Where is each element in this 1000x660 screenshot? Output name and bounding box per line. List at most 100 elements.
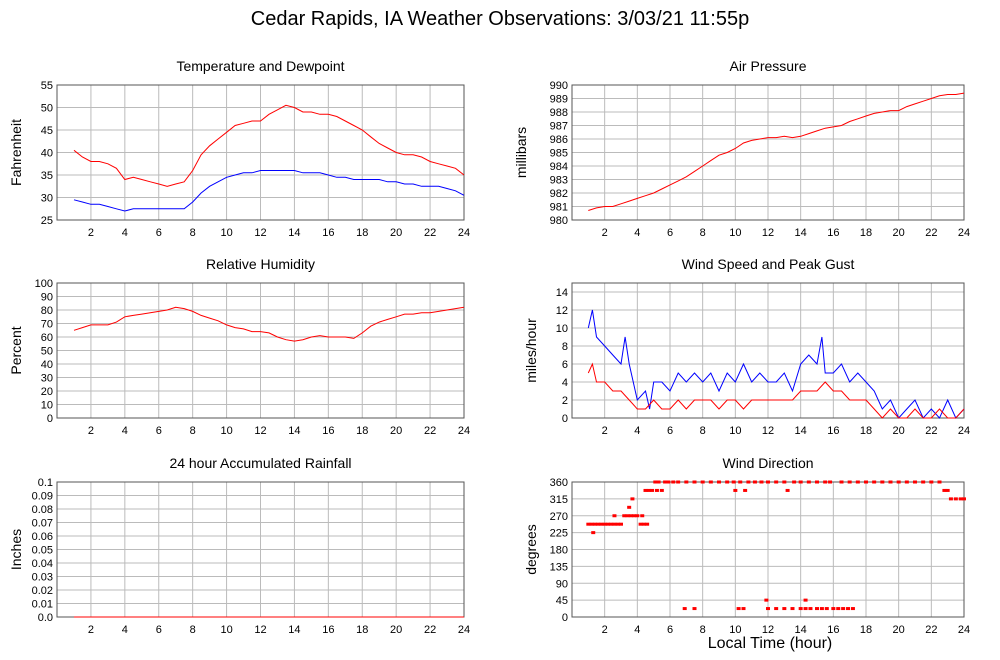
direction-point xyxy=(913,480,917,484)
temperature-x-tick-label: 2 xyxy=(88,227,94,239)
direction-point xyxy=(628,514,633,518)
pressure-y-tick-label: 989 xyxy=(550,94,568,106)
wind-x-tick-label: 24 xyxy=(958,425,970,437)
direction-point xyxy=(708,480,713,484)
direction-x-tick-label: 4 xyxy=(634,624,640,636)
direction-point xyxy=(736,607,741,611)
pressure-y-tick-label: 983 xyxy=(550,175,568,187)
wind-x-tick-label: 16 xyxy=(827,425,839,437)
direction-point xyxy=(929,480,934,484)
rainfall-x-tick-label: 8 xyxy=(190,624,196,636)
rainfall-x-tick-label: 6 xyxy=(156,624,162,636)
pressure-x-tick-label: 4 xyxy=(634,227,640,239)
direction-x-tick-label: 8 xyxy=(700,624,706,636)
humidity-y-tick-label: 40 xyxy=(41,359,53,371)
x-axis-title: Local Time (hour) xyxy=(707,635,833,652)
temperature-x-tick-label: 14 xyxy=(288,227,300,239)
pressure-y-tick-label: 986 xyxy=(550,134,568,146)
direction-point xyxy=(738,480,743,484)
pressure-y-tick-label: 990 xyxy=(550,80,568,92)
direction-y-tick-label: 135 xyxy=(550,561,568,573)
direction-point xyxy=(663,480,668,484)
pressure-x-tick-label: 24 xyxy=(958,227,970,239)
direction-point xyxy=(766,480,770,484)
direction-point xyxy=(622,514,627,518)
pressure-title: Air Pressure xyxy=(729,58,806,74)
temperature-y-tick-label: 45 xyxy=(41,125,53,137)
direction-x-tick-label: 10 xyxy=(729,624,741,636)
direction-point xyxy=(609,522,614,526)
humidity-x-tick-label: 10 xyxy=(220,425,232,437)
rainfall-y-tick-label: 0.02 xyxy=(32,585,53,597)
rainfall-y-axis-label: Inches xyxy=(8,529,24,570)
direction-y-axis-label: degrees xyxy=(523,524,539,575)
direction-point xyxy=(785,488,790,492)
temperature-y-tick-label: 35 xyxy=(41,170,53,182)
direction-point xyxy=(619,522,623,526)
wind-x-tick-label: 6 xyxy=(667,425,673,437)
direction-point xyxy=(815,607,819,611)
direction-point xyxy=(766,607,770,611)
temperature-y-tick-label: 55 xyxy=(41,80,53,92)
wind-x-tick-label: 14 xyxy=(795,425,807,437)
direction-point xyxy=(806,480,811,484)
pressure-y-tick-label: 982 xyxy=(550,188,568,200)
humidity-x-tick-label: 6 xyxy=(156,425,162,437)
direction-y-tick-label: 180 xyxy=(550,545,568,557)
pressure-chart: 2 4 6 8 10 12 14 16 18 20 22 2498098198298398498598… xyxy=(513,58,970,239)
temperature-y-tick-label: 25 xyxy=(41,215,53,227)
direction-point xyxy=(638,522,643,526)
rainfall-x-tick-label: 18 xyxy=(356,624,368,636)
rainfall-y-tick-label: 0.01 xyxy=(32,599,53,611)
direction-point xyxy=(819,607,824,611)
rainfall-x-tick-label: 10 xyxy=(220,624,232,636)
direction-point xyxy=(764,598,769,602)
temperature-chart: 2 4 6 8 10 12 14 16 18 20 22 2425303540455055Temper… xyxy=(8,58,470,239)
rainfall-x-tick-label: 16 xyxy=(322,624,334,636)
wind-frame xyxy=(571,282,965,419)
direction-point xyxy=(625,514,630,518)
direction-point xyxy=(676,480,681,484)
temperature-y-tick-label: 30 xyxy=(41,193,53,205)
direction-point xyxy=(872,480,877,484)
wind-series-line-2 xyxy=(587,362,965,419)
direction-x-tick-label: 6 xyxy=(667,624,673,636)
direction-point xyxy=(855,480,860,484)
direction-point xyxy=(692,607,697,611)
direction-point xyxy=(743,488,748,492)
rainfall-x-tick-label: 4 xyxy=(122,624,128,636)
pressure-x-tick-label: 8 xyxy=(700,227,706,239)
direction-x-tick-label: 2 xyxy=(602,624,608,636)
humidity-frame xyxy=(56,282,465,419)
direction-x-tick-label: 14 xyxy=(795,624,807,636)
direction-point xyxy=(824,607,829,611)
direction-point xyxy=(792,480,797,484)
humidity-y-tick-label: 0 xyxy=(47,413,53,425)
pressure-y-tick-label: 987 xyxy=(550,121,568,133)
rainfall-x-tick-label: 12 xyxy=(254,624,266,636)
rainfall-y-tick-label: 0.06 xyxy=(32,531,53,543)
direction-point xyxy=(692,480,697,484)
humidity-y-tick-label: 20 xyxy=(41,386,53,398)
wind-x-tick-label: 4 xyxy=(634,425,640,437)
direction-x-tick-label: 22 xyxy=(925,624,937,636)
pressure-x-tick-label: 6 xyxy=(667,227,673,239)
direction-point xyxy=(659,488,664,492)
humidity-chart: 2 4 6 8 10 12 14 16 18 20 22 2401020304050607080901… xyxy=(8,256,470,437)
pressure-x-tick-label: 14 xyxy=(795,227,807,239)
direction-point xyxy=(953,497,958,501)
temperature-x-tick-label: 4 xyxy=(122,227,128,239)
direction-y-tick-label: 270 xyxy=(550,511,568,523)
direction-point xyxy=(671,480,676,484)
temperature-y-tick-label: 50 xyxy=(41,103,53,115)
humidity-x-tick-label: 20 xyxy=(390,425,402,437)
direction-point xyxy=(632,514,637,518)
temperature-x-tick-label: 16 xyxy=(322,227,334,239)
direction-point xyxy=(605,522,610,526)
rainfall-y-tick-label: 0.08 xyxy=(32,504,53,516)
temperature-x-tick-label: 24 xyxy=(458,227,470,239)
direction-point xyxy=(904,480,909,484)
temperature-x-tick-label: 10 xyxy=(220,227,232,239)
wind-y-tick-label: 12 xyxy=(556,305,568,317)
direction-point xyxy=(958,497,963,501)
